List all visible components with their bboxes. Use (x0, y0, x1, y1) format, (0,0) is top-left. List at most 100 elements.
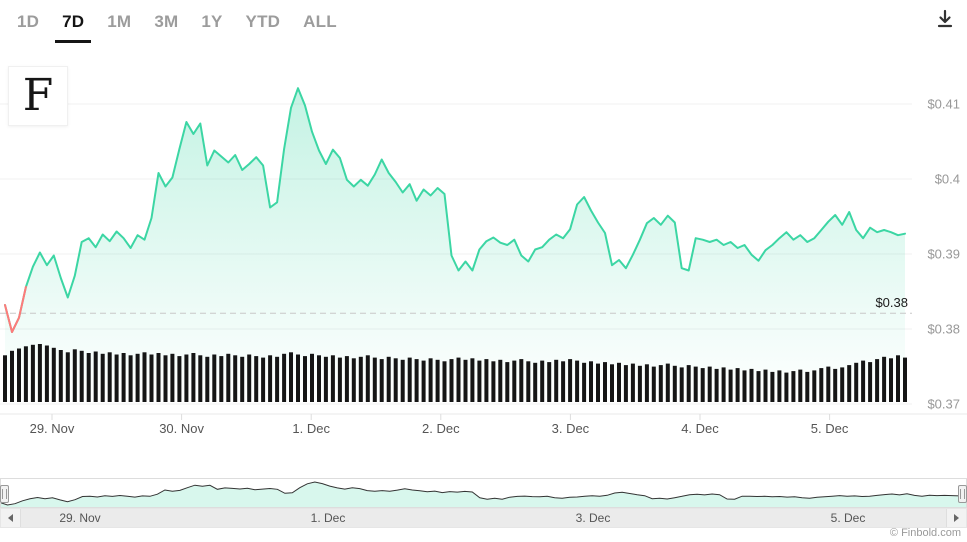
volume-bar (44, 345, 49, 402)
volume-bar (777, 370, 782, 402)
navigator-area (0, 482, 967, 507)
navigator-handle-right[interactable] (958, 485, 967, 503)
volume-bar (240, 356, 245, 402)
volume-bar (435, 359, 440, 402)
volume-bar (372, 357, 377, 402)
volume-bar (861, 360, 866, 402)
price-chart-svg[interactable]: $0.41 $0.4 $0.39 $0.38 $0.37 $0.38 29. Nov 30. … (0, 48, 967, 448)
volume-bar (30, 344, 35, 402)
volume-bar (323, 356, 328, 402)
y-axis-label: $0.39 (927, 247, 960, 262)
navigator-label: 5. Dec (830, 511, 866, 525)
range-button-1d[interactable]: 1D (10, 6, 46, 43)
export-menu-button[interactable] (932, 7, 958, 33)
volume-bar (247, 354, 252, 402)
volume-bar (330, 355, 335, 402)
volume-bar (107, 352, 112, 402)
volume-bar (261, 357, 266, 402)
volume-bar (679, 367, 684, 402)
volume-bar (3, 355, 7, 402)
volume-bar (889, 358, 893, 402)
volume-bar (819, 368, 824, 402)
volume-bar (93, 351, 98, 402)
volume-bar (791, 371, 796, 402)
volume-bar (728, 369, 733, 402)
volume-bar (23, 346, 28, 402)
volume-bar (310, 353, 314, 402)
volume-bar (393, 358, 398, 402)
range-button-3m[interactable]: 3M (147, 6, 185, 43)
volume-bar (896, 355, 900, 402)
volume-bar (86, 353, 91, 402)
chevron-right-icon (954, 514, 959, 522)
navigator-handle-left[interactable] (0, 485, 9, 503)
y-axis-label: $0.41 (927, 97, 960, 112)
range-button-7d[interactable]: 7D (55, 6, 92, 43)
volume-bar (596, 363, 600, 402)
navigator-scrollbar[interactable] (0, 508, 967, 528)
scrollbar-thumb[interactable] (20, 509, 947, 527)
navigator-svg[interactable] (0, 478, 967, 508)
volume-bar (763, 369, 768, 402)
volume-bar (407, 357, 412, 402)
open-price-label: $0.38 (875, 295, 908, 310)
volume-bar (17, 348, 21, 402)
volume-bar (798, 369, 803, 402)
volume-bar (205, 356, 210, 402)
volume-bar (665, 363, 670, 402)
volume-bar (344, 356, 349, 402)
volume-bar (379, 359, 384, 402)
volume-bar (833, 368, 838, 402)
volume-bar (142, 352, 147, 402)
volume-bar (589, 361, 593, 402)
volume-bar (721, 367, 726, 402)
range-button-all[interactable]: ALL (296, 6, 344, 43)
finbold-logo-letter: F (22, 70, 54, 121)
volume-bar (714, 368, 719, 402)
navigator-label: 3. Dec (575, 511, 611, 525)
volume-bar (693, 366, 698, 402)
volume-bar (491, 361, 496, 402)
volume-bar (177, 356, 182, 402)
scrollbar-right-button[interactable] (946, 509, 966, 527)
volume-bar (58, 350, 63, 402)
volume-bar (630, 363, 635, 402)
credit-link[interactable]: © Finbold.com (889, 527, 961, 539)
chevron-left-icon (8, 514, 13, 522)
volume-bar (72, 349, 77, 402)
range-button-1y[interactable]: 1Y (194, 6, 229, 43)
range-button-ytd[interactable]: YTD (239, 6, 288, 43)
volume-bar (707, 366, 712, 402)
volume-bar (575, 360, 580, 402)
navigator-line (0, 481, 967, 506)
x-axis-label: 29. Nov (30, 421, 75, 436)
range-button-1m[interactable]: 1M (100, 6, 138, 43)
volume-bar (735, 368, 740, 402)
range-selector: 1D 7D 1M 3M 1Y YTD ALL (0, 0, 967, 46)
volume-bar (421, 360, 426, 402)
volume-bar (428, 358, 433, 402)
y-axis-label: $0.4 (935, 172, 960, 187)
volume-bar (386, 356, 391, 402)
volume-bar (163, 355, 168, 402)
volume-bar (770, 371, 775, 402)
x-axis-label: 2. Dec (422, 421, 460, 436)
navigator-label: 29. Nov (59, 511, 101, 525)
volume-bar (658, 365, 663, 402)
volume-bar (268, 355, 273, 402)
volume-bar (456, 357, 461, 402)
volume-bar (226, 353, 231, 402)
volume-bar (121, 353, 126, 402)
volume-bar (79, 350, 84, 402)
scrollbar-left-button[interactable] (1, 509, 21, 527)
volume-bar (603, 362, 607, 402)
volume-bar (317, 355, 321, 402)
volume-bar (219, 356, 224, 402)
volume-bar (414, 359, 419, 402)
volume-bar (212, 354, 217, 402)
volume-bar (568, 359, 573, 402)
volume-bar (358, 356, 363, 402)
volume-bar (784, 372, 789, 402)
download-icon (937, 9, 953, 27)
volume-bar (198, 355, 203, 402)
